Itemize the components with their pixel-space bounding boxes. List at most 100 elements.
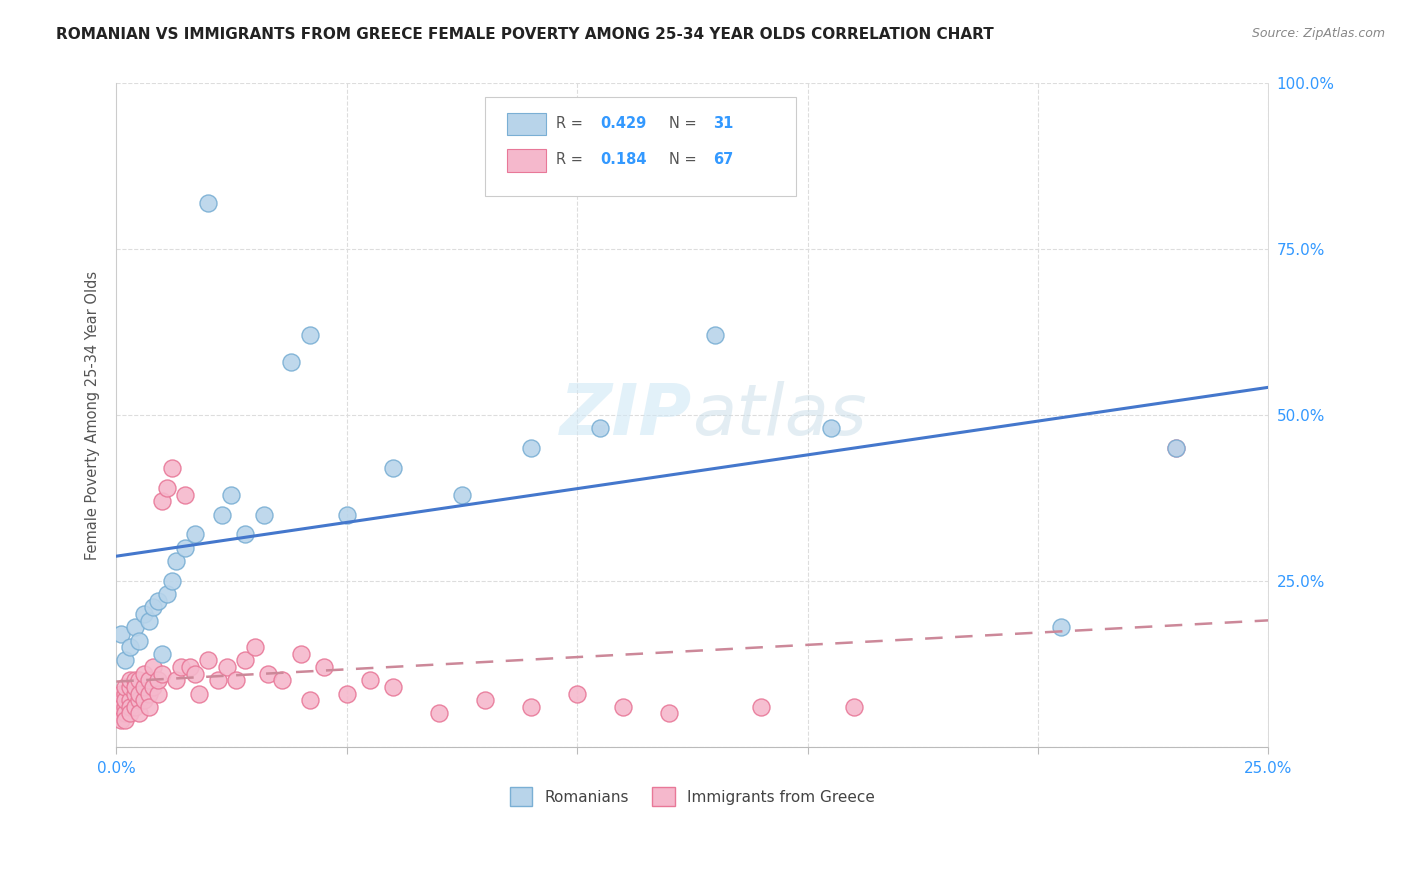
Point [474,693,496,707]
Point [225,673,247,688]
Point [114,653,136,667]
Point [128,673,150,688]
Point [820,421,842,435]
Point [132,666,155,681]
Point [197,195,219,210]
Point [243,640,266,655]
Point [124,620,146,634]
Point [114,693,136,707]
FancyBboxPatch shape [506,112,546,136]
Point [427,706,450,721]
Point [233,653,256,667]
Point [110,706,132,721]
Point [128,693,150,707]
Text: ZIP: ZIP [560,381,692,450]
Point [233,527,256,541]
Text: Source: ZipAtlas.com: Source: ZipAtlas.com [1251,27,1385,40]
Point [221,488,243,502]
Point [150,494,173,508]
Point [124,687,146,701]
Point [120,699,142,714]
Point [520,441,543,455]
Point [124,699,146,714]
Point [298,693,321,707]
Point [165,673,187,688]
Text: 67: 67 [713,153,734,167]
Point [451,488,474,502]
Point [110,687,132,701]
Point [132,693,155,707]
FancyBboxPatch shape [485,96,796,196]
Point [174,541,197,555]
Point [1166,441,1188,455]
Point [751,699,773,714]
Point [132,607,155,621]
Text: N =: N = [669,116,697,131]
Point [114,680,136,694]
Text: 0.429: 0.429 [600,116,647,131]
Point [150,666,173,681]
Text: R =: R = [557,153,583,167]
Text: N =: N = [669,153,697,167]
Point [565,687,588,701]
Point [142,660,165,674]
Point [120,673,142,688]
Text: ROMANIAN VS IMMIGRANTS FROM GREECE FEMALE POVERTY AMONG 25-34 YEAR OLDS CORRELAT: ROMANIAN VS IMMIGRANTS FROM GREECE FEMAL… [56,27,994,42]
Point [114,713,136,727]
Point [170,660,193,674]
Point [142,600,165,615]
Text: R =: R = [557,116,583,131]
Point [312,660,335,674]
Point [138,673,160,688]
Point [183,527,205,541]
Point [120,680,142,694]
Point [174,488,197,502]
Legend: Romanians, Immigrants from Greece: Romanians, Immigrants from Greece [503,781,882,812]
Point [179,660,201,674]
Point [110,693,132,707]
Point [142,680,165,694]
Y-axis label: Female Poverty Among 25-34 Year Olds: Female Poverty Among 25-34 Year Olds [86,270,100,559]
Point [257,666,280,681]
Point [1166,441,1188,455]
Point [183,666,205,681]
Point [138,687,160,701]
Point [612,699,634,714]
Text: 31: 31 [713,116,734,131]
Point [128,633,150,648]
Point [156,587,179,601]
Point [160,574,183,588]
Point [110,713,132,727]
Point [146,593,169,607]
Point [253,508,276,522]
Point [336,508,359,522]
Point [589,421,612,435]
Point [128,706,150,721]
Point [132,680,155,694]
Point [138,699,160,714]
Point [704,328,727,343]
Point [359,673,381,688]
FancyBboxPatch shape [506,149,546,171]
Point [207,673,229,688]
Point [160,461,183,475]
Point [138,614,160,628]
Point [280,355,302,369]
Text: atlas: atlas [692,381,868,450]
Point [146,673,169,688]
Point [165,554,187,568]
Point [146,687,169,701]
Point [381,680,404,694]
Point [110,699,132,714]
Point [114,687,136,701]
Point [124,680,146,694]
Point [114,706,136,721]
Point [298,328,321,343]
Point [381,461,404,475]
Text: 0.184: 0.184 [600,153,647,167]
Point [520,699,543,714]
Point [128,687,150,701]
Point [290,647,312,661]
Point [336,687,359,701]
Point [120,693,142,707]
